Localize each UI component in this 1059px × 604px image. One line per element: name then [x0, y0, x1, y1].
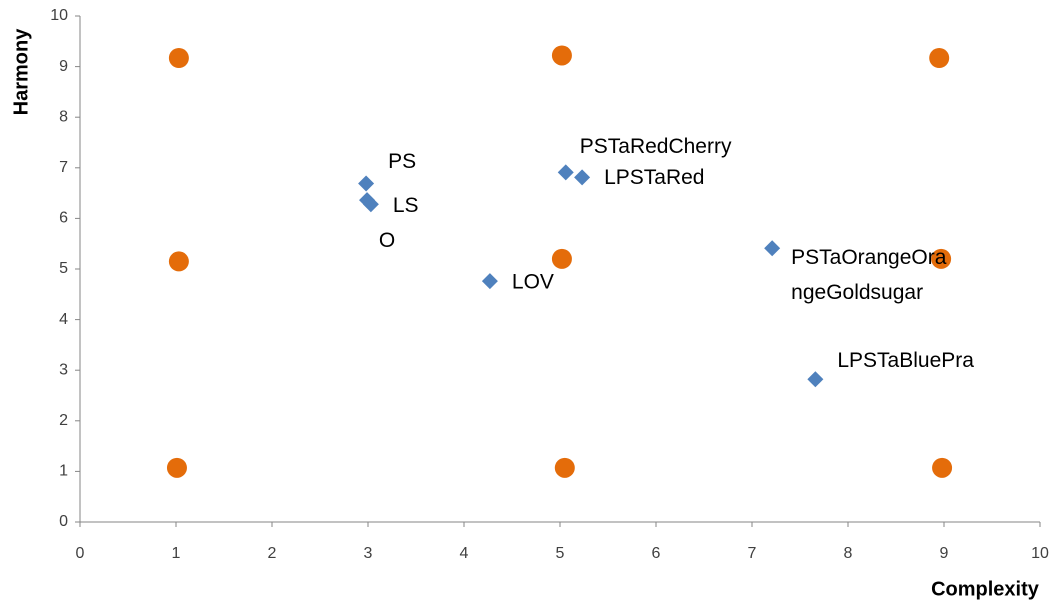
point — [764, 240, 781, 257]
point — [481, 273, 498, 290]
data-label: PSTaRedCherry — [580, 135, 732, 158]
y-tick-label: 3 — [59, 361, 68, 378]
y-tick-label: 4 — [59, 311, 68, 328]
y-tick-label: 1 — [59, 463, 68, 480]
point — [932, 457, 953, 478]
x-tick-label: 3 — [364, 545, 373, 562]
point — [931, 248, 952, 269]
y-tick-label: 2 — [59, 412, 68, 429]
y-tick-label: 8 — [59, 108, 68, 125]
y-tick-label: 7 — [59, 159, 68, 176]
x-tick-label: 5 — [556, 545, 565, 562]
x-tick-label: 1 — [172, 545, 181, 562]
y-tick-label: 6 — [59, 210, 68, 227]
data-label: O — [379, 229, 395, 252]
y-tick-label: 10 — [50, 7, 68, 24]
point — [358, 175, 375, 192]
x-tick-label: 9 — [940, 545, 949, 562]
y-tick-label: 9 — [59, 58, 68, 75]
point — [557, 164, 574, 181]
data-label: LOV — [512, 271, 554, 294]
y-axis-title: Harmony — [10, 28, 32, 116]
point — [551, 45, 572, 66]
x-tick-label: 10 — [1031, 545, 1049, 562]
point — [929, 47, 950, 68]
y-tick-label: 5 — [59, 260, 68, 277]
point — [554, 457, 575, 478]
point — [168, 251, 189, 272]
point — [362, 196, 379, 213]
point — [168, 47, 189, 68]
point — [807, 371, 824, 388]
data-label: ngeGoldsugar — [791, 281, 923, 304]
point — [166, 457, 187, 478]
point — [551, 248, 572, 269]
x-tick-label: 8 — [844, 545, 853, 562]
x-tick-label: 4 — [460, 545, 469, 562]
x-tick-label: 2 — [268, 545, 277, 562]
x-axis-title: Complexity — [931, 578, 1040, 600]
data-label: PS — [388, 150, 416, 173]
x-tick-label: 6 — [652, 545, 661, 562]
point — [574, 169, 591, 186]
data-label: LPSTaRed — [604, 166, 704, 189]
data-label: LPSTaBluePra — [837, 349, 974, 372]
data-label: LS — [393, 194, 419, 217]
x-tick-label: 0 — [76, 545, 85, 562]
data-label: PSTaOrangeOra — [791, 246, 947, 269]
y-tick-label: 0 — [59, 513, 68, 530]
x-tick-label: 7 — [748, 545, 757, 562]
